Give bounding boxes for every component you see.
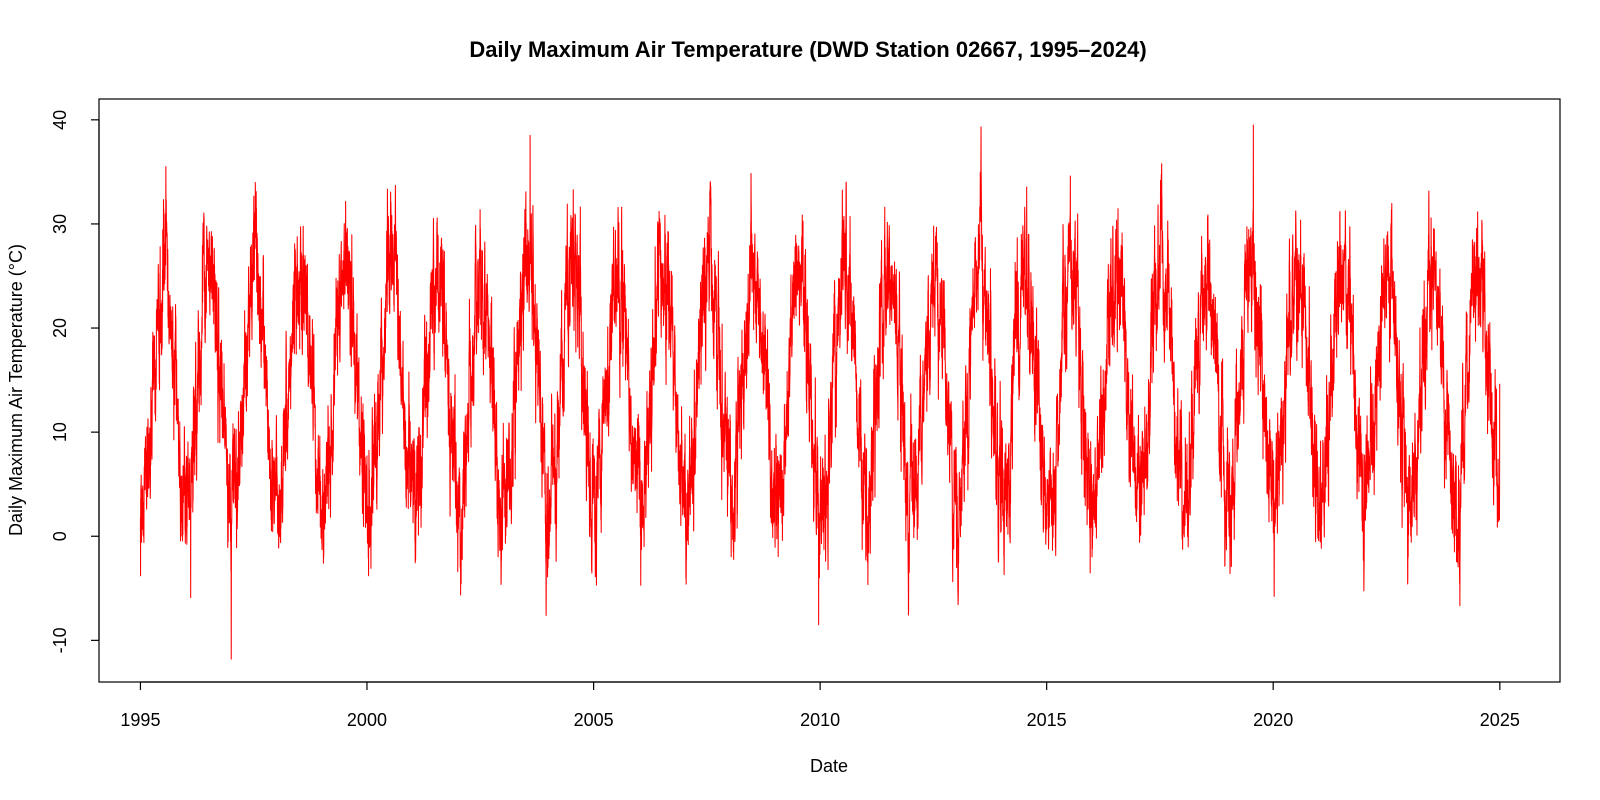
temperature-series-line: [139, 124, 1501, 660]
chart-title: Daily Maximum Air Temperature (DWD Stati…: [469, 37, 1146, 62]
x-tick-label: 2000: [347, 710, 387, 730]
x-axis-label: Date: [810, 756, 848, 776]
plot-box: [98, 98, 1561, 683]
x-tick-label: 2010: [800, 710, 840, 730]
y-tick-label: 0: [50, 531, 70, 541]
x-tick-label: 2015: [1027, 710, 1067, 730]
x-axis: 1995 2000 2005 2010 2015 2020 2025: [120, 681, 1520, 730]
plot-content: [139, 124, 1501, 660]
x-tick-label: 2025: [1480, 710, 1520, 730]
y-tick-label: 40: [50, 110, 70, 130]
y-axis-label: Daily Maximum Air Temperature (°C): [6, 244, 26, 536]
y-tick-label: 20: [50, 318, 70, 338]
x-tick-label: 2005: [574, 710, 614, 730]
y-tick-label: -10: [50, 627, 70, 653]
x-tick-label: 2020: [1253, 710, 1293, 730]
y-tick-label: 30: [50, 214, 70, 234]
y-axis: -10 0 10 20 30 40: [50, 110, 100, 653]
x-tick-label: 1995: [120, 710, 160, 730]
y-tick-label: 10: [50, 422, 70, 442]
